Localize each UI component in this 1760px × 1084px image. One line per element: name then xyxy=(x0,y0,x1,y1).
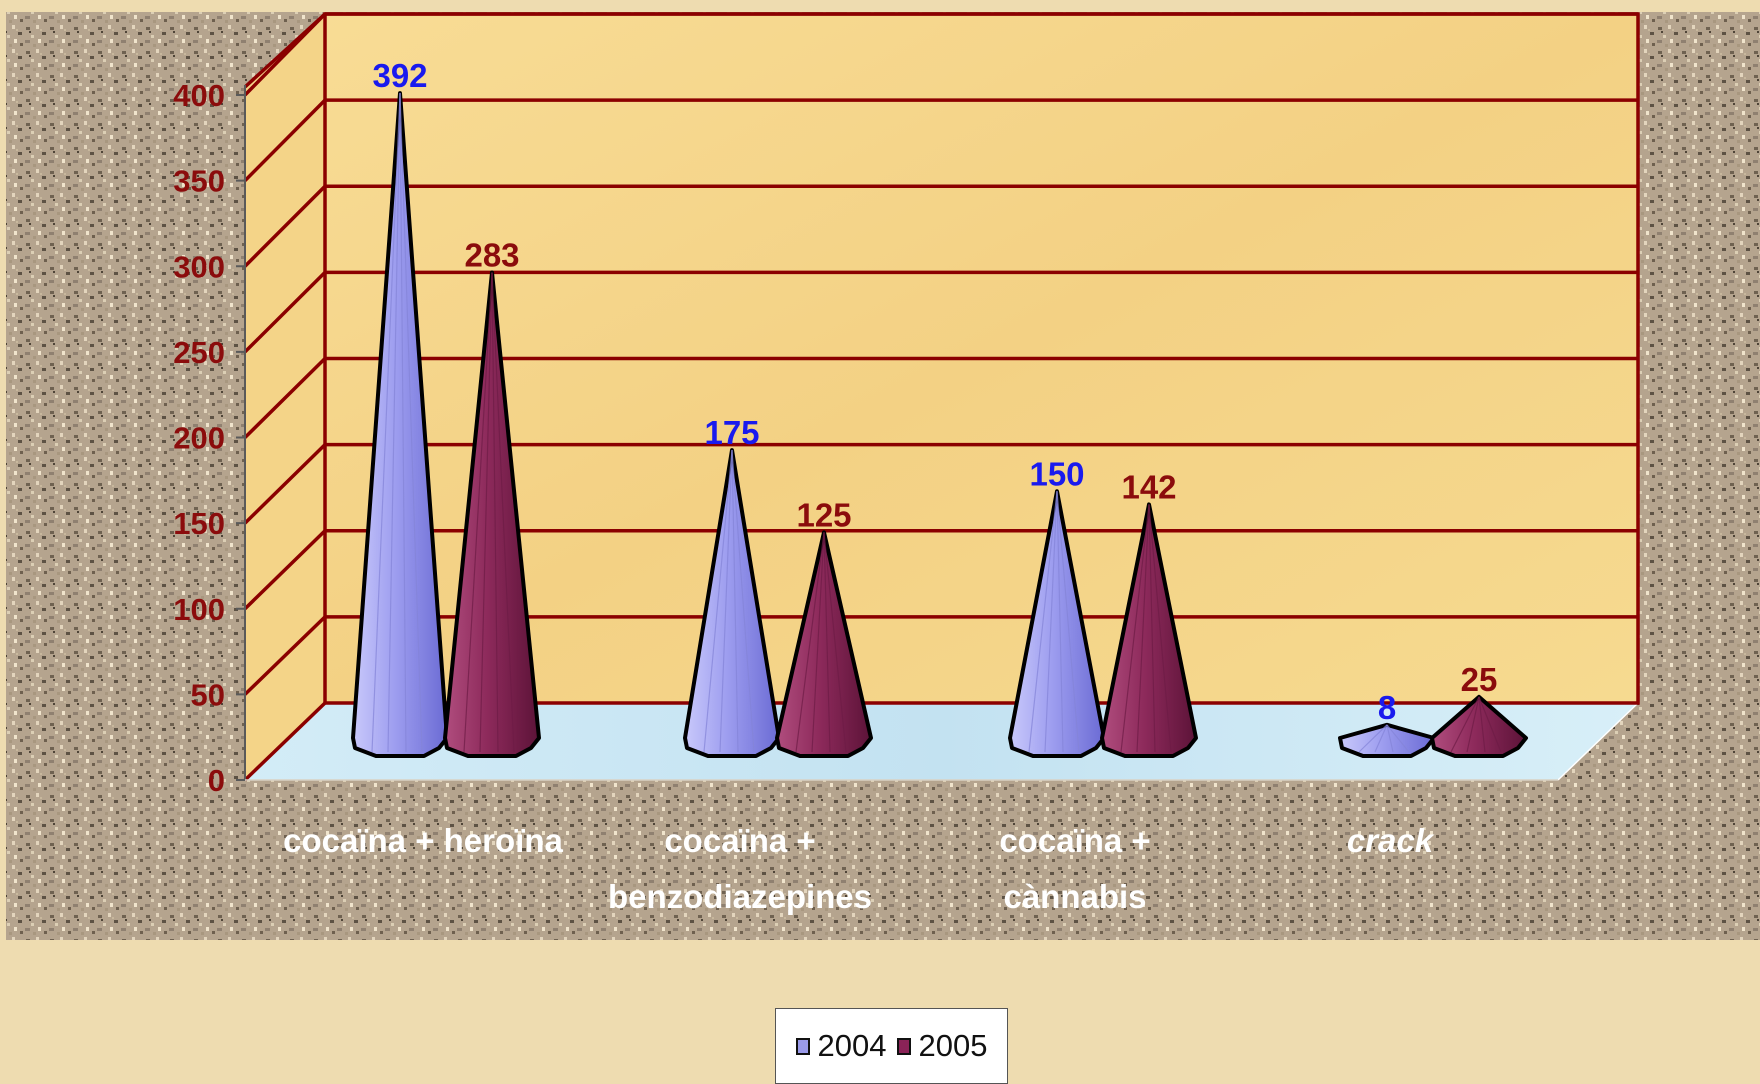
data-label-2005-2: 142 xyxy=(1121,468,1176,505)
category-label-1-1: benzodiazepines xyxy=(608,878,872,915)
legend-swatch-2005 xyxy=(897,1038,911,1055)
y-tick-label: 150 xyxy=(173,506,225,541)
legend: 2004 2005 xyxy=(775,1008,1008,1084)
y-tick-label: 50 xyxy=(191,677,225,712)
y-tick-label: 0 xyxy=(208,763,225,798)
category-label-1-0: cocaïna + xyxy=(664,822,815,859)
data-label-2004-1: 175 xyxy=(704,414,759,451)
category-label-2-0: cocaïna + xyxy=(999,822,1150,859)
y-tick-label: 100 xyxy=(173,592,225,627)
y-tick-label: 350 xyxy=(173,164,225,199)
category-label-0-0: cocaïna + heroïna xyxy=(283,822,563,859)
data-label-2005-0: 283 xyxy=(464,236,519,273)
y-tick-label: 200 xyxy=(173,421,225,456)
y-tick-label: 400 xyxy=(173,78,225,113)
category-label-2-1: cànnabis xyxy=(1003,878,1146,915)
data-label-2004-0: 392 xyxy=(372,57,427,94)
legend-label-2004: 2004 xyxy=(818,1028,887,1064)
legend-item-2005: 2005 xyxy=(897,1028,988,1064)
data-label-2004-3: 8 xyxy=(1378,689,1396,726)
data-label-2005-3: 25 xyxy=(1461,661,1498,698)
y-tick-label: 300 xyxy=(173,249,225,284)
legend-label-2005: 2005 xyxy=(919,1028,988,1064)
category-label-3-0: crack xyxy=(1347,822,1435,859)
y-tick-label: 250 xyxy=(173,335,225,370)
data-label-2005-1: 125 xyxy=(796,496,851,533)
legend-swatch-2004 xyxy=(796,1038,810,1055)
data-label-2004-2: 150 xyxy=(1029,455,1084,492)
legend-item-2004: 2004 xyxy=(796,1028,887,1064)
